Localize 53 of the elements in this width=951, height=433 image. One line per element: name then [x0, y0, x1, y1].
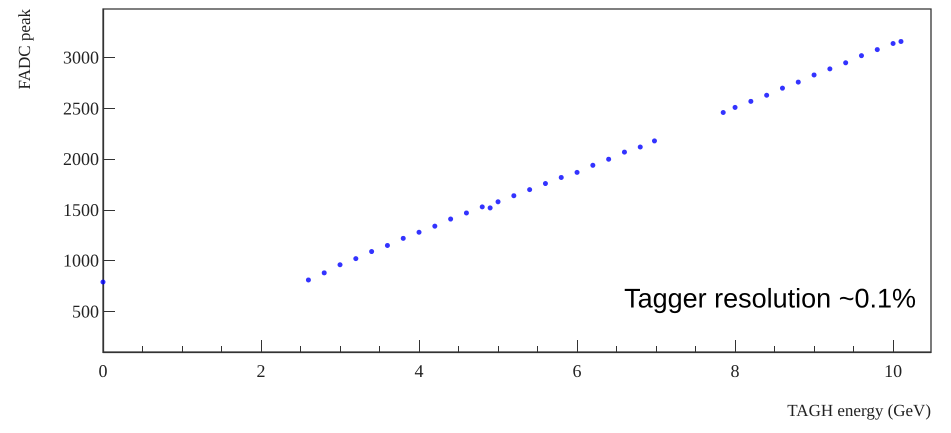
point [843, 60, 848, 66]
point [748, 98, 754, 104]
x-tick-label: 6 [572, 361, 582, 381]
point [558, 174, 564, 180]
x-tick-label: 2 [256, 361, 266, 381]
y-tick-label: 500 [72, 301, 99, 322]
point [338, 262, 343, 268]
point [890, 41, 896, 46]
point [898, 38, 904, 44]
point [416, 230, 422, 235]
x-tick-label: 0 [98, 361, 108, 381]
point [384, 242, 390, 248]
point [812, 72, 817, 78]
point [622, 150, 627, 155]
point [480, 204, 485, 210]
point [488, 205, 493, 210]
point [720, 110, 726, 116]
point [574, 170, 580, 175]
y-tick-label: 2500 [63, 98, 99, 118]
point [511, 193, 516, 198]
point [874, 47, 880, 52]
y-tick-label: 2000 [63, 149, 99, 170]
point [448, 216, 454, 222]
point [796, 80, 801, 85]
point [638, 144, 643, 150]
point [306, 277, 311, 282]
point [780, 86, 785, 91]
point [764, 92, 770, 98]
y-axis-title: FADC peak [15, 8, 34, 90]
x-tick-label: 10 [884, 361, 902, 381]
point [590, 162, 596, 168]
point [496, 199, 501, 204]
point [652, 138, 657, 144]
y-tick-label: 1000 [63, 250, 99, 271]
point [858, 53, 864, 58]
point [464, 210, 469, 216]
point [322, 270, 327, 276]
point [542, 181, 548, 186]
point [100, 279, 106, 284]
point [606, 156, 612, 162]
point [732, 104, 738, 110]
x-axis-title: TAGH energy (GeV) [787, 401, 931, 420]
y-tick-label: 3000 [63, 48, 99, 68]
y-tick-label: 1500 [63, 200, 99, 220]
x-tick-label: 8 [730, 361, 740, 381]
point [400, 236, 406, 241]
annotation: Tagger resolution ~0.1% [624, 284, 916, 314]
point [827, 66, 832, 72]
x-tick-label: 4 [414, 361, 424, 381]
point [432, 224, 438, 229]
point [369, 249, 374, 254]
point [353, 256, 358, 262]
point [527, 187, 532, 192]
